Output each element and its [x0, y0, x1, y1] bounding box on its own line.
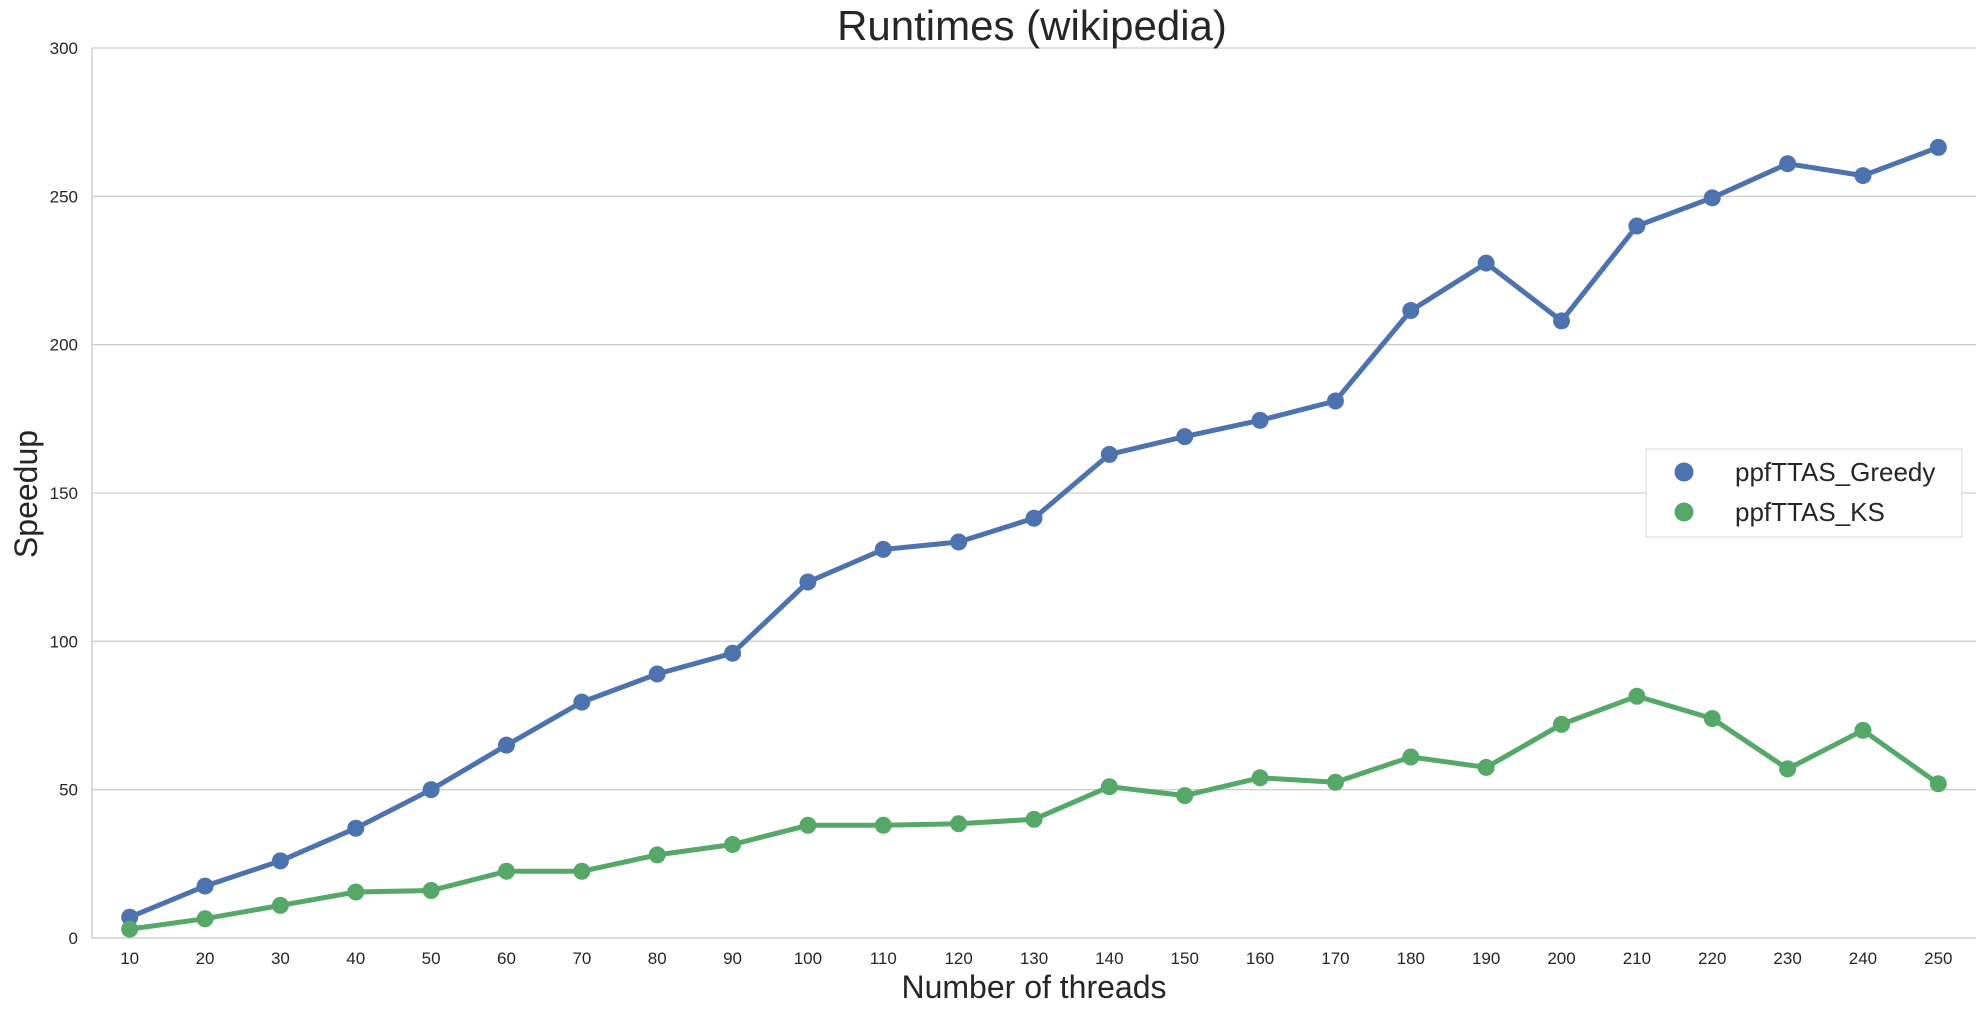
- x-tick-label-40: 40: [346, 949, 365, 968]
- x-tick-label-250: 250: [1924, 949, 1952, 968]
- data-point-ppfttas-ks-170: [1326, 773, 1344, 791]
- data-point-ppfttas-ks-130: [1025, 810, 1043, 828]
- x-tick-label-130: 130: [1020, 949, 1048, 968]
- y-tick-label-150: 150: [50, 484, 78, 503]
- x-tick-label-160: 160: [1246, 949, 1274, 968]
- y-tick-labels: 0 50 100 150 200 250 300: [50, 39, 78, 948]
- data-point-ppfttas-greedy-110: [874, 540, 892, 558]
- data-point-ppfttas-greedy-80: [648, 665, 666, 683]
- y-tick-label-300: 300: [50, 39, 78, 58]
- data-point-ppfttas-ks-10: [121, 920, 139, 938]
- data-point-ppfttas-greedy-50: [422, 781, 440, 799]
- data-point-ppfttas-ks-30: [271, 896, 289, 914]
- x-tick-label-140: 140: [1095, 949, 1123, 968]
- data-point-ppfttas-ks-60: [497, 862, 515, 880]
- data-point-ppfttas-ks-230: [1779, 760, 1797, 778]
- data-point-ppfttas-greedy-170: [1326, 392, 1344, 410]
- data-point-ppfttas-ks-200: [1553, 715, 1571, 733]
- x-tick-label-150: 150: [1171, 949, 1199, 968]
- legend-label-ppfttas-ks: ppfTTAS_KS: [1735, 497, 1885, 527]
- data-point-ppfttas-ks-160: [1251, 769, 1269, 787]
- data-point-ppfttas-ks-180: [1402, 748, 1420, 766]
- data-point-ppfttas-greedy-60: [497, 736, 515, 754]
- y-tick-label-50: 50: [59, 781, 78, 800]
- x-tick-label-10: 10: [120, 949, 139, 968]
- axes: [91, 48, 1976, 939]
- x-tick-label-170: 170: [1321, 949, 1349, 968]
- data-point-ppfttas-ks-40: [347, 883, 365, 901]
- data-point-ppfttas-greedy-30: [271, 852, 289, 870]
- data-point-ppfttas-ks-250: [1929, 775, 1947, 793]
- data-point-ppfttas-greedy-70: [573, 693, 591, 711]
- series: [121, 138, 1947, 938]
- data-point-ppfttas-greedy-20: [196, 877, 214, 895]
- x-tick-label-70: 70: [572, 949, 591, 968]
- x-tick-label-230: 230: [1773, 949, 1801, 968]
- data-point-ppfttas-greedy-100: [799, 573, 817, 591]
- data-point-ppfttas-ks-100: [799, 816, 817, 834]
- data-point-ppfttas-ks-140: [1100, 778, 1118, 796]
- x-tick-label-80: 80: [648, 949, 667, 968]
- data-point-ppfttas-greedy-90: [724, 644, 742, 662]
- data-point-ppfttas-ks-50: [422, 882, 440, 900]
- x-tick-label-60: 60: [497, 949, 516, 968]
- data-point-ppfttas-ks-20: [196, 910, 214, 928]
- data-point-ppfttas-ks-190: [1477, 758, 1495, 776]
- x-tick-label-240: 240: [1849, 949, 1877, 968]
- data-point-ppfttas-greedy-130: [1025, 509, 1043, 527]
- data-point-ppfttas-greedy-160: [1251, 411, 1269, 429]
- chart-title: Runtimes (wikipedia): [837, 2, 1227, 49]
- x-tick-label-100: 100: [794, 949, 822, 968]
- legend-marker-ppfttas-ks: [1674, 502, 1694, 522]
- data-point-ppfttas-greedy-210: [1628, 217, 1646, 235]
- legend-marker-ppfttas-greedy: [1674, 462, 1694, 482]
- x-tick-label-190: 190: [1472, 949, 1500, 968]
- data-point-ppfttas-ks-240: [1854, 721, 1872, 739]
- x-tick-label-20: 20: [196, 949, 215, 968]
- x-tick-label-110: 110: [870, 949, 897, 968]
- legend: ppfTTAS_Greedy ppfTTAS_KS: [1645, 448, 1963, 538]
- data-point-ppfttas-greedy-220: [1703, 189, 1721, 207]
- data-point-ppfttas-greedy-250: [1929, 138, 1947, 156]
- data-point-ppfttas-ks-220: [1703, 709, 1721, 727]
- legend-box: [1645, 448, 1963, 538]
- x-tick-label-90: 90: [723, 949, 742, 968]
- data-point-ppfttas-ks-110: [874, 816, 892, 834]
- y-tick-label-100: 100: [50, 632, 78, 651]
- x-tick-label-180: 180: [1397, 949, 1425, 968]
- data-point-ppfttas-ks-90: [724, 836, 742, 854]
- x-tick-label-220: 220: [1698, 949, 1726, 968]
- grid-lines: [92, 47, 1976, 791]
- data-point-ppfttas-greedy-190: [1477, 254, 1495, 272]
- x-tick-label-50: 50: [422, 949, 441, 968]
- x-tick-label-30: 30: [271, 949, 290, 968]
- data-point-ppfttas-greedy-40: [347, 819, 365, 837]
- data-point-ppfttas-ks-120: [950, 815, 968, 833]
- data-point-ppfttas-greedy-140: [1100, 445, 1118, 463]
- data-point-ppfttas-greedy-180: [1402, 302, 1420, 320]
- x-tick-label-120: 120: [944, 949, 972, 968]
- data-point-ppfttas-ks-70: [573, 862, 591, 880]
- data-point-ppfttas-greedy-230: [1779, 155, 1797, 173]
- data-point-ppfttas-greedy-120: [950, 533, 968, 551]
- y-axis-label: Speedup: [8, 430, 44, 558]
- series-ppfttas-ks: [121, 687, 1947, 938]
- x-tick-label-200: 200: [1547, 949, 1575, 968]
- x-tick-label-210: 210: [1623, 949, 1651, 968]
- y-tick-label-250: 250: [50, 187, 78, 206]
- y-tick-label-0: 0: [69, 929, 78, 948]
- y-tick-label-200: 200: [50, 336, 78, 355]
- data-point-ppfttas-greedy-200: [1553, 312, 1571, 330]
- data-point-ppfttas-ks-210: [1628, 687, 1646, 705]
- data-point-ppfttas-greedy-10: [121, 908, 139, 926]
- legend-label-ppfttas-greedy: ppfTTAS_Greedy: [1735, 457, 1935, 487]
- x-tick-labels: 10 20 30 40 50 60 70 80 90 100 110 120 130 140 150 160 1…: [120, 949, 1952, 968]
- data-point-ppfttas-ks-80: [648, 846, 666, 864]
- data-point-ppfttas-greedy-150: [1176, 428, 1194, 446]
- series-ppfttas-greedy: [121, 138, 1947, 926]
- data-point-ppfttas-greedy-240: [1854, 167, 1872, 185]
- x-axis-label: Number of threads: [901, 969, 1166, 1005]
- data-point-ppfttas-ks-150: [1176, 787, 1194, 805]
